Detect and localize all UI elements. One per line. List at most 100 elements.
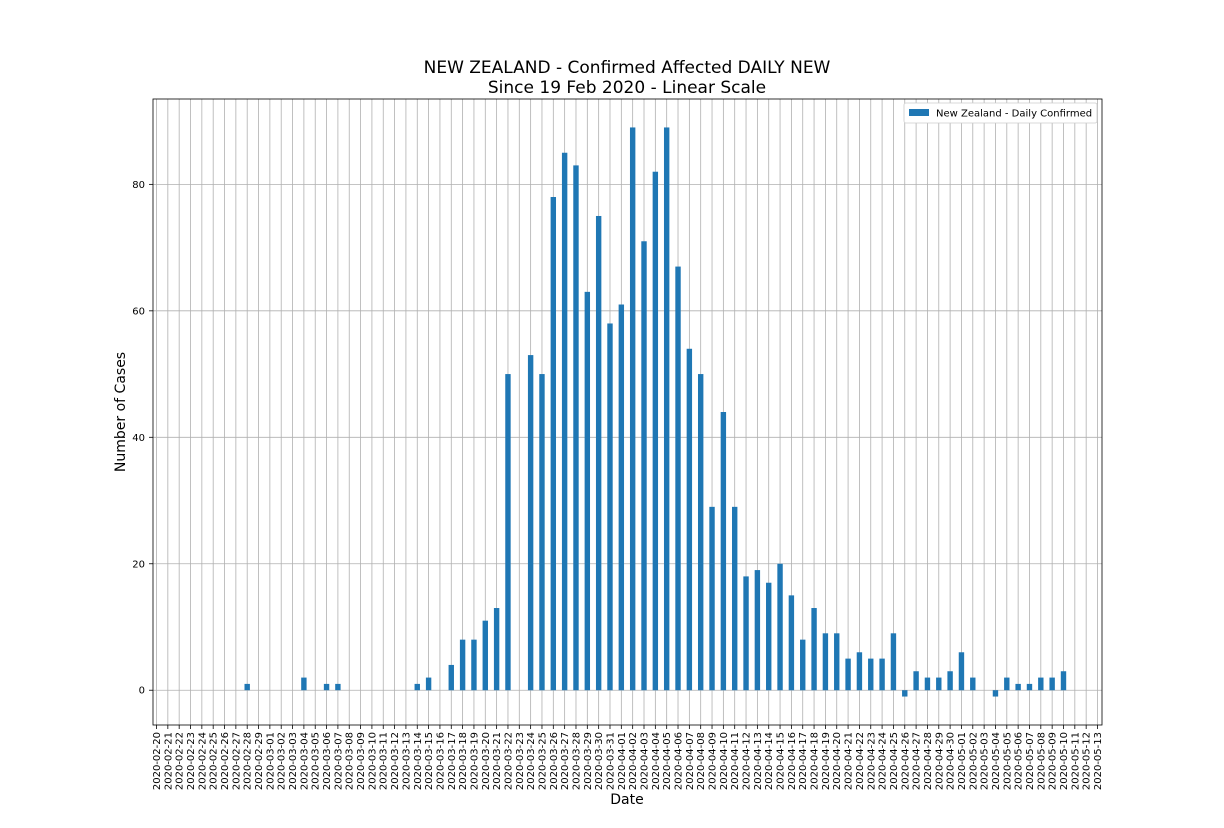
- x-tick-label: 2020-02-25: [209, 732, 220, 790]
- x-tick-label: 2020-03-05: [311, 732, 322, 790]
- bar: [754, 570, 761, 691]
- bar: [425, 677, 432, 691]
- bar: [459, 639, 466, 691]
- bar: [244, 683, 250, 691]
- bar: [732, 506, 738, 691]
- y-tick-label: 60: [132, 306, 145, 317]
- x-tick-label: 2020-03-15: [424, 732, 435, 790]
- bar: [788, 595, 795, 691]
- x-tick-label: 2020-02-20: [152, 732, 163, 790]
- x-tick-label: 2020-04-13: [753, 732, 764, 790]
- bar: [323, 683, 330, 691]
- x-tick-label: 2020-02-27: [231, 732, 242, 790]
- x-tick-label: 2020-02-28: [243, 732, 254, 790]
- y-tick-label: 0: [139, 686, 145, 697]
- bar: [493, 608, 500, 691]
- bar: [1060, 671, 1067, 691]
- x-tick-label: 2020-04-14: [764, 732, 775, 790]
- x-tick-label: 2020-04-23: [866, 732, 877, 790]
- x-tick-label: 2020-04-09: [708, 732, 719, 790]
- y-tick-label: 80: [132, 180, 145, 191]
- bar: [1026, 683, 1033, 691]
- x-tick-label: 2020-04-26: [900, 732, 911, 790]
- bar: [697, 374, 704, 691]
- x-tick-label: 2020-04-05: [662, 732, 673, 790]
- bar: [834, 633, 840, 691]
- y-axis-ticks: 0 20 40 60 80: [132, 180, 153, 697]
- x-tick-label: 2020-03-11: [379, 732, 390, 790]
- x-tick-label: 2020-04-22: [855, 732, 866, 790]
- bar: [335, 683, 341, 691]
- x-tick-label: 2020-05-10: [1059, 732, 1070, 790]
- bar: [856, 652, 863, 691]
- y-tick-label: 20: [132, 559, 145, 570]
- x-tick-label: 2020-04-27: [912, 732, 923, 790]
- x-tick-label: 2020-04-11: [730, 732, 741, 790]
- bar: [482, 620, 488, 691]
- x-tick-label: 2020-04-20: [832, 732, 843, 790]
- bar: [1015, 683, 1021, 691]
- x-tick-label: 2020-03-08: [345, 732, 356, 790]
- x-tick-label: 2020-02-23: [186, 732, 197, 790]
- x-tick-label: 2020-04-29: [934, 732, 945, 790]
- x-tick-label: 2020-03-12: [390, 732, 401, 790]
- x-tick-label: 2020-05-04: [991, 732, 1002, 790]
- bars: [244, 127, 1067, 697]
- bar: [766, 582, 772, 691]
- bar: [800, 639, 806, 691]
- x-tick-label: 2020-02-26: [220, 732, 231, 790]
- x-tick-label: 2020-05-08: [1036, 732, 1047, 790]
- x-tick-label: 2020-04-04: [651, 732, 662, 790]
- x-tick-label: 2020-03-19: [469, 732, 480, 790]
- x-tick-label: 2020-02-24: [197, 732, 208, 790]
- x-tick-label: 2020-04-17: [798, 732, 809, 790]
- bar: [879, 658, 885, 691]
- x-tick-label: 2020-03-02: [277, 732, 288, 790]
- x-tick-label: 2020-05-01: [957, 732, 968, 790]
- x-tick-label: 2020-03-04: [299, 732, 310, 790]
- bar: [958, 652, 965, 691]
- x-tick-label: 2020-04-07: [685, 732, 696, 790]
- x-axis-ticks: 2020-02-20 2020-02-21 2020-02-22 2020-02-23…: [152, 725, 1104, 790]
- x-tick-label: 2020-05-03: [980, 732, 991, 790]
- x-tick-label: 2020-04-19: [821, 732, 832, 790]
- bar: [992, 690, 999, 697]
- x-tick-label: 2020-04-16: [787, 732, 798, 790]
- plot-area: [152, 98, 1103, 726]
- bar: [607, 323, 613, 691]
- bar: [743, 576, 749, 691]
- x-tick-label: 2020-05-09: [1048, 732, 1059, 790]
- x-tick-label: 2020-03-20: [481, 732, 492, 790]
- x-tick-label: 2020-04-25: [889, 732, 900, 790]
- bar: [947, 671, 953, 691]
- bar: [902, 690, 908, 697]
- x-tick-label: 2020-03-26: [549, 732, 560, 790]
- bar: [573, 165, 579, 691]
- x-tick-label: 2020-04-08: [696, 732, 707, 790]
- bar: [505, 374, 511, 691]
- bar: [1049, 677, 1055, 691]
- bar: [595, 215, 602, 691]
- chart-title: NEW ZEALAND - Confirmed Affected DAILY N…: [424, 58, 831, 78]
- x-tick-label: 2020-03-27: [560, 732, 571, 790]
- x-tick-label: 2020-03-03: [288, 732, 299, 790]
- bar: [675, 266, 681, 691]
- x-tick-label: 2020-03-10: [367, 732, 378, 790]
- x-tick-label: 2020-03-23: [515, 732, 526, 790]
- grid-lines: [153, 99, 1102, 725]
- x-tick-label: 2020-05-02: [968, 732, 979, 790]
- bar: [652, 171, 659, 691]
- x-tick-label: 2020-03-29: [583, 732, 594, 790]
- bar: [890, 633, 897, 691]
- x-tick-label: 2020-03-06: [322, 732, 333, 790]
- bar: [618, 304, 625, 691]
- bar: [709, 506, 715, 691]
- x-tick-label: 2020-05-11: [1070, 732, 1081, 790]
- bar: [868, 658, 874, 691]
- x-axis-label: Date: [610, 792, 643, 808]
- x-tick-label: 2020-04-28: [923, 732, 934, 790]
- x-tick-label: 2020-02-21: [163, 732, 174, 790]
- y-tick-label: 40: [132, 433, 145, 444]
- legend-swatch: [909, 109, 929, 116]
